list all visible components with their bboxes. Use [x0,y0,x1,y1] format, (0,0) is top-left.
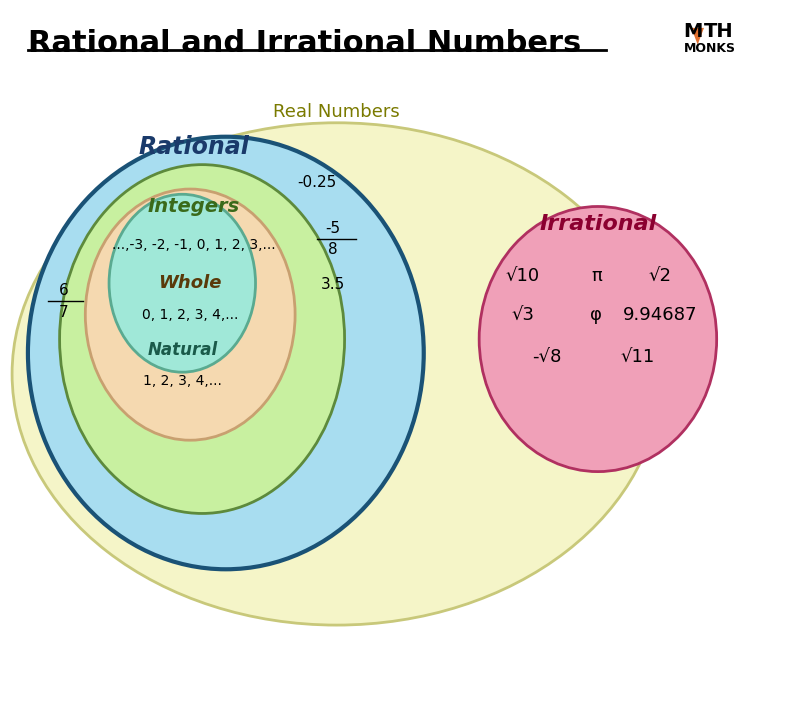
Ellipse shape [479,206,717,472]
Text: √2: √2 [648,268,671,285]
Text: -0.25: -0.25 [298,174,337,190]
Text: MONKS: MONKS [683,42,735,55]
Text: √11: √11 [620,347,654,366]
Text: φ: φ [590,306,602,323]
Text: 8: 8 [328,242,338,257]
Ellipse shape [28,137,424,569]
Text: 6: 6 [58,282,69,298]
Text: Natural: Natural [147,340,218,359]
Text: 0, 1, 2, 3, 4,...: 0, 1, 2, 3, 4,... [142,308,238,322]
Ellipse shape [59,164,345,513]
Ellipse shape [109,194,255,372]
Text: 9.94687: 9.94687 [622,306,697,323]
Text: -5: -5 [325,221,340,237]
Text: Irrational: Irrational [539,214,657,234]
Text: 3.5: 3.5 [321,277,345,292]
Text: Whole: Whole [158,274,222,292]
Text: Integers: Integers [148,197,240,216]
Text: M: M [683,22,702,41]
Ellipse shape [86,189,295,441]
Text: π: π [591,268,602,285]
Text: TH: TH [704,22,734,41]
Text: Rational and Irrational Numbers: Rational and Irrational Numbers [28,28,581,58]
Text: Real Numbers: Real Numbers [274,103,400,121]
Text: 7: 7 [58,305,68,320]
Text: ...,-3, -2, -1, 0, 1, 2, 3,...: ...,-3, -2, -1, 0, 1, 2, 3,... [112,238,276,252]
Text: 1, 2, 3, 4,...: 1, 2, 3, 4,... [143,374,222,388]
Ellipse shape [12,123,662,625]
Text: √10: √10 [506,268,540,285]
Text: √3: √3 [511,306,534,323]
Polygon shape [691,28,704,44]
Text: -√8: -√8 [532,347,561,366]
Text: Rational: Rational [138,135,250,159]
